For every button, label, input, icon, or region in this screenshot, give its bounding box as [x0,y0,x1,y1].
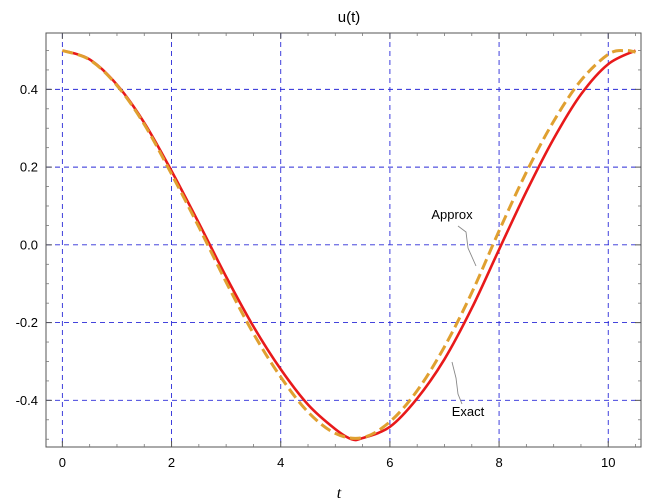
plot-border [45,32,642,448]
chart-title: u(t) [338,9,361,26]
y-tick-label-3: 0.2 [20,160,38,175]
x-tick-label-5: 10 [601,455,615,470]
series-line-approx [61,48,636,440]
annotation-approx-leader [457,225,477,267]
x-tick-label-4: 8 [495,455,502,470]
series-layer [61,48,637,442]
grid-lines [46,33,641,447]
annotation-approx: Approx [431,207,473,222]
y-tick-label-4: 0.4 [20,82,38,97]
annotation-exact-leader [451,361,463,405]
y-tick-label-2: 0.0 [20,237,38,252]
x-tick-label-0: 0 [59,455,66,470]
y-tick-label-0: -0.4 [16,393,38,408]
plot-frame [45,32,642,448]
x-tick-label-3: 6 [386,455,393,470]
annotations: Approx Exact [431,207,484,419]
x-axis-label: t [337,485,342,502]
axis-ticks: 0 2 4 6 8 10 -0.4 -0.2 0.0 0.2 0.4 [16,33,641,470]
x-tick-label-1: 2 [168,455,175,470]
x-tick-label-2: 4 [277,455,284,470]
y-tick-label-1: -0.2 [16,315,38,330]
annotation-exact: Exact [452,404,485,419]
